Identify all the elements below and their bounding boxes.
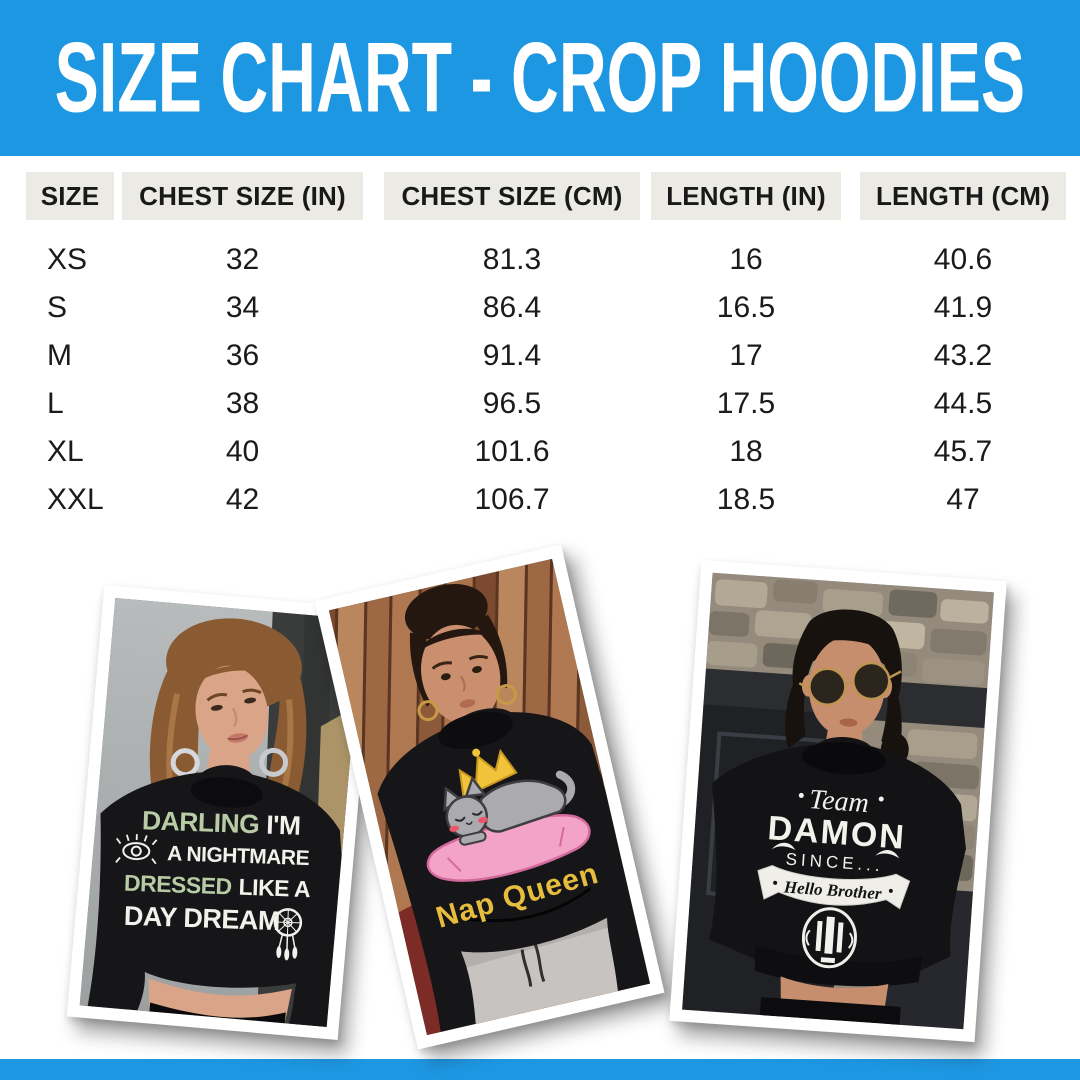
table-column-length-in: LENGTH (IN) 16 16.5 17 17.5 18 18.5 <box>651 172 841 524</box>
column-header-length-cm: LENGTH (CM) <box>860 172 1066 220</box>
chest-cm-value: 106.7 <box>474 483 550 516</box>
svg-text:DAY DREAM: DAY DREAM <box>123 901 280 936</box>
kangaroo-pocket <box>467 887 592 923</box>
size-label: L <box>47 387 64 420</box>
chest-cm-value: 81.3 <box>482 243 542 276</box>
chest-in-value: 38 <box>225 387 260 420</box>
gold-hoop-earring-icon <box>495 684 517 706</box>
photo-1-scene: DARLING I'M A NIGHTMARE DRESSED LIKE A DAY… <box>79 597 363 1028</box>
page-title: SIZE CHART - CROP HOODIES <box>54 22 1026 134</box>
chest-in-value: 32 <box>225 243 260 276</box>
hood-folds <box>438 711 513 750</box>
length-in-value: 18.5 <box>716 483 776 516</box>
crest-icon <box>801 907 857 969</box>
eye-icon <box>115 834 158 865</box>
gold-hoop-earring-icon <box>417 700 439 722</box>
model-face <box>421 624 501 724</box>
table-column-size: SIZE XS S M L XL XXL <box>26 172 114 524</box>
length-cm-value: 45.7 <box>933 435 993 468</box>
size-table: SIZE XS S M L XL XXL CHEST SIZE (IN) 32 … <box>26 172 1066 524</box>
column-header-length-in: LENGTH (IN) <box>651 172 841 220</box>
chest-cm-value: 91.4 <box>482 339 542 372</box>
photo-darling-daydream-hoodie: DARLING I'M A NIGHTMARE DRESSED LIKE A DAY… <box>66 584 376 1041</box>
length-in-value: 16.5 <box>716 291 776 324</box>
bird-icon <box>875 850 900 859</box>
size-label: XS <box>47 243 88 276</box>
hoodie-design-team-damon: Team DAMON SINCE... Hello Brother <box>757 784 911 969</box>
length-in-value: 16 <box>729 243 763 276</box>
photo-nap-queen-hoodie: Nap Queen <box>314 544 665 1050</box>
length-in-value: 17.5 <box>716 387 776 420</box>
hood-folds <box>190 777 263 808</box>
hood-folds <box>802 742 886 775</box>
gray-sweatpants <box>439 908 630 1030</box>
photo-2-scene: Nap Queen <box>328 558 651 1036</box>
table-column-length-cm: LENGTH (CM) 40.6 41.9 43.2 44.5 45.7 47 <box>860 172 1066 524</box>
bird-icon <box>771 842 796 851</box>
length-cm-value: 40.6 <box>933 243 993 276</box>
black-crop-hoodie <box>709 737 966 975</box>
column-header-size: SIZE <box>26 172 114 220</box>
cat-graphic <box>443 770 576 846</box>
table-column-chest-cm: CHEST SIZE (CM) 81.3 86.4 91.4 96.5 101.… <box>384 172 640 524</box>
chest-in-value: 42 <box>225 483 260 516</box>
size-label: XL <box>47 435 84 468</box>
banner-ribbon: Hello Brother <box>757 865 911 910</box>
length-cm-value: 44.5 <box>933 387 993 420</box>
size-label: XXL <box>47 483 104 516</box>
model-face <box>193 665 269 760</box>
chest-in-value: 34 <box>225 291 260 324</box>
model-face <box>808 636 886 737</box>
drawstring <box>520 943 546 987</box>
length-cm-value: 41.9 <box>933 291 993 324</box>
black-crop-hoodie <box>87 765 342 1028</box>
column-header-chest-cm: CHEST SIZE (CM) <box>384 172 640 220</box>
size-label: M <box>47 339 72 372</box>
length-cm-value: 43.2 <box>933 339 993 372</box>
hoop-earring-icon <box>170 748 200 778</box>
length-in-value: 18 <box>729 435 763 468</box>
chest-in-value: 36 <box>225 339 260 372</box>
dreamcatcher-icon <box>273 908 303 961</box>
team-text: Team <box>808 784 870 819</box>
chest-cm-value: 96.5 <box>482 387 542 420</box>
photo-3-scene: Team DAMON SINCE... Hello Brother <box>682 572 994 1030</box>
size-label: S <box>47 291 68 324</box>
chest-cm-value: 101.6 <box>474 435 550 468</box>
sunglasses-icon <box>798 661 902 706</box>
chest-in-value: 40 <box>225 435 260 468</box>
column-header-chest-in: CHEST SIZE (IN) <box>122 172 363 220</box>
photo-team-damon-hoodie: Team DAMON SINCE... Hello Brother <box>669 559 1007 1043</box>
hoodie-design-darling: DARLING I'M A NIGHTMARE DRESSED LIKE A DAY… <box>115 805 311 961</box>
length-cm-value: 47 <box>946 483 980 516</box>
footer-band <box>0 1059 1080 1080</box>
header-banner: SIZE CHART - CROP HOODIES <box>0 0 1080 156</box>
lips <box>839 718 858 727</box>
length-in-value: 17 <box>729 339 763 372</box>
table-column-chest-in: CHEST SIZE (IN) 32 34 36 38 40 42 <box>122 172 363 524</box>
face-features <box>431 655 489 708</box>
svg-text:A NIGHTMARE: A NIGHTMARE <box>167 842 310 870</box>
hoop-earring-icon <box>259 747 289 777</box>
chest-cm-value: 86.4 <box>482 291 542 324</box>
